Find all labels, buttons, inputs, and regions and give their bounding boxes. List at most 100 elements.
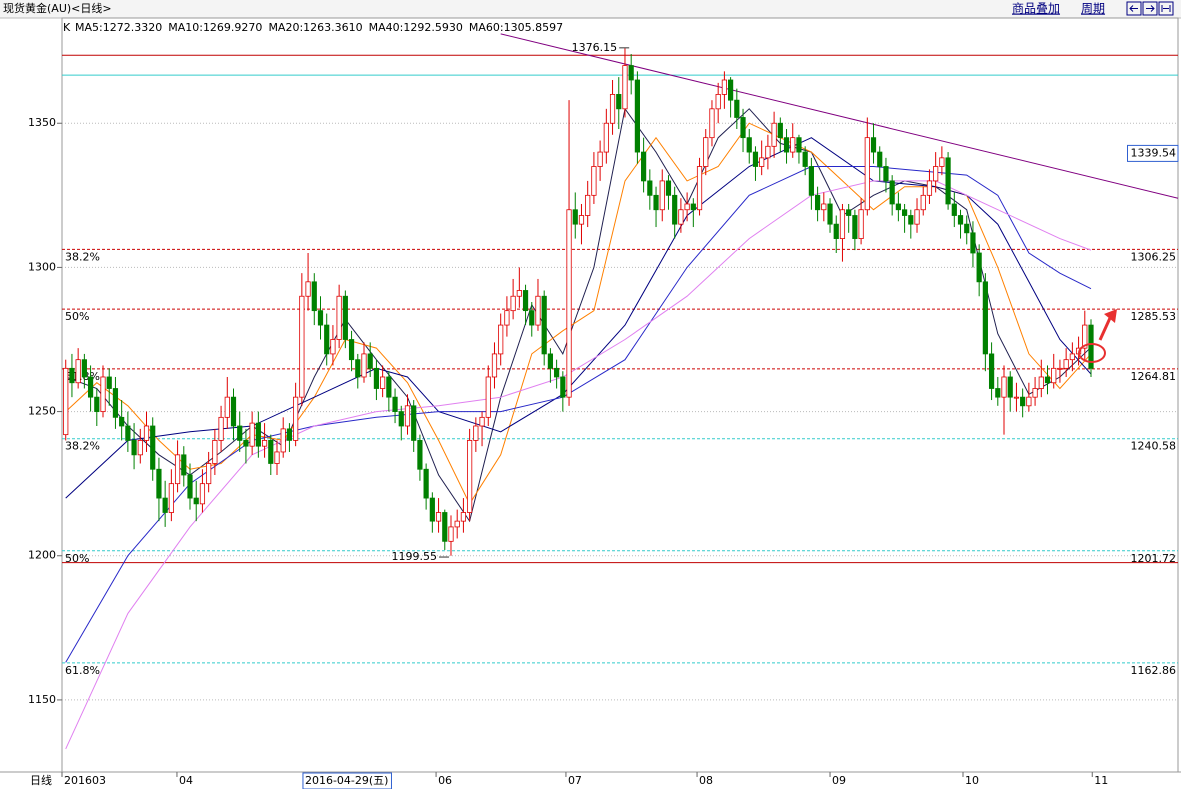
candle-body (479, 416, 485, 427)
price-label: 1339.54 (1131, 146, 1177, 159)
candle-body (69, 367, 75, 384)
y-tick-label: 1200 (28, 549, 56, 562)
candle-body (684, 203, 690, 211)
trendline (500, 33, 1179, 199)
fib-value: 1285.53 (1131, 310, 1177, 323)
fib-percent: 50% (65, 310, 89, 323)
y-tick-label: 1250 (28, 405, 56, 418)
candle-body (790, 137, 796, 153)
price-box (1127, 144, 1179, 162)
fib-value: 1264.81 (1131, 370, 1177, 383)
candle-body (814, 194, 821, 211)
candle-body (131, 440, 137, 456)
fib-value: 1162.86 (1131, 664, 1177, 677)
fib-percent: 38.2% (65, 440, 100, 453)
candle-body (957, 215, 964, 225)
candle-body (1051, 367, 1057, 384)
x-tick-label: 11 (1094, 774, 1108, 787)
candle-body (1020, 396, 1026, 407)
candle-body (883, 166, 889, 182)
x-tick-label: 06 (438, 774, 452, 787)
ma-line (65, 166, 1092, 663)
candle-body (342, 295, 348, 340)
candle-body (63, 367, 69, 436)
candle-body (75, 359, 81, 384)
candle-body (939, 157, 945, 167)
arrow-head (1104, 309, 1117, 323)
candle-body (174, 454, 181, 485)
nav-button[interactable] (1158, 1, 1174, 16)
candle-body (728, 79, 734, 101)
candle-body (286, 428, 293, 441)
candle-body (1057, 367, 1063, 370)
candle-body (299, 295, 305, 398)
candle-body (529, 310, 535, 326)
nav-button[interactable] (1126, 1, 1142, 16)
candle-body (709, 108, 715, 139)
candle-body (1026, 396, 1032, 407)
candle-body (703, 137, 709, 167)
candle-body (498, 324, 504, 355)
candle-body (261, 440, 268, 447)
candle-body (94, 396, 100, 412)
candle-body (392, 396, 398, 412)
nav-buttons[interactable] (1126, 1, 1174, 16)
candle-body (628, 65, 634, 81)
candle-body (988, 353, 995, 389)
candle-body (653, 194, 659, 211)
candle-body (137, 440, 143, 456)
candle-body (827, 203, 833, 225)
candle-body (417, 440, 423, 470)
period-link[interactable]: 周期 (1081, 2, 1105, 16)
candle-body (181, 454, 187, 476)
candle-body (361, 353, 367, 378)
candle-body (802, 151, 808, 167)
candle-body (249, 422, 255, 447)
candle-body (976, 252, 982, 283)
candle-body (336, 295, 342, 340)
candle-body (106, 376, 112, 389)
candle-body (995, 388, 1001, 398)
candle-body (721, 79, 727, 95)
candle-body (858, 209, 864, 239)
candle-body (933, 166, 939, 182)
candle-body (752, 151, 759, 167)
candle-body (591, 166, 597, 196)
legend-entry: MA60:1305.8597 (469, 21, 563, 34)
candle-body (578, 215, 585, 225)
candle-body (647, 180, 653, 196)
candle-body (274, 451, 280, 464)
candle-body (491, 353, 498, 378)
x-tick-label: 04 (179, 774, 193, 787)
highlight-circle (1078, 343, 1106, 363)
candle-body (870, 137, 877, 153)
candle-body (435, 512, 442, 522)
series-label: K (63, 21, 71, 34)
candle-body (516, 290, 522, 297)
candle-body (330, 339, 336, 355)
candle-body (535, 295, 541, 326)
candle-body (423, 468, 429, 499)
candle-body (672, 194, 678, 225)
arrow-shaft (1098, 317, 1112, 341)
candle-body (1001, 376, 1007, 398)
candle-body (81, 359, 87, 378)
candle-body (230, 396, 237, 427)
candle-body (355, 359, 361, 378)
fib-value: 1240.58 (1131, 440, 1177, 453)
candle-body (199, 483, 206, 505)
overlay-link[interactable]: 商品叠加 (1012, 1, 1060, 16)
candle-body (665, 180, 672, 196)
candle-body (597, 151, 603, 167)
candle-body (982, 281, 988, 355)
fib-value: 1306.25 (1131, 250, 1177, 263)
plot: 1150 1200 1250 1300 1350 201603 04 06 07 08 09 10 11… (28, 21, 1179, 789)
nav-button[interactable] (1142, 1, 1158, 16)
candle-body (442, 512, 448, 542)
candle-body (603, 122, 609, 153)
candle-body (901, 209, 908, 216)
x-tick-label: 07 (568, 774, 582, 787)
ma-line (65, 137, 1092, 499)
candle-body (429, 497, 435, 522)
